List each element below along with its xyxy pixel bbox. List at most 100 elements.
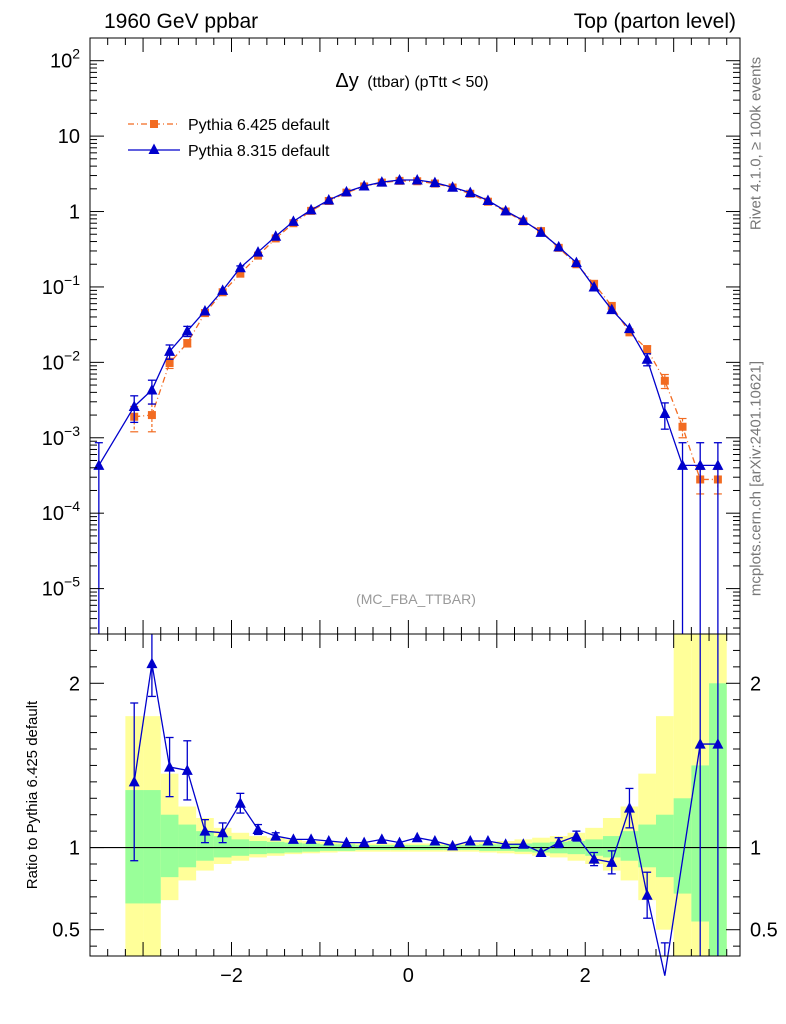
marker-pythia8 [570, 256, 582, 268]
ratio-marker [411, 831, 423, 843]
ratio-marker [217, 826, 229, 838]
band-inner-bin [638, 824, 656, 868]
y-tick-label-base: 10 [42, 579, 64, 601]
y-tick-label-base: 10 [50, 51, 72, 73]
marker-pythia8 [128, 400, 140, 411]
legend-label-pythia6: Pythia 6.425 default [188, 117, 330, 134]
ratio-ylabel: Ratio to Pythia 6.425 default [24, 700, 41, 889]
marker-pythia8 [394, 173, 406, 185]
ratio-marker [164, 761, 176, 772]
y-tick-label-exponent: −2 [64, 347, 80, 363]
ratio-y-tick-label-right: 0.5 [750, 920, 778, 942]
marker-pythia8 [146, 383, 158, 395]
band-inner-bin [196, 831, 214, 861]
marker-pythia8 [429, 176, 441, 188]
marker-pythia8 [677, 459, 689, 470]
band-outer-bin [673, 634, 692, 956]
ratio-y-tick-label: 2 [69, 673, 80, 695]
marker-pythia6 [183, 339, 192, 348]
y-tick-label-base: 10 [42, 428, 64, 450]
y-tick-label-base: 10 [42, 503, 64, 525]
y-tick-label: 10−3 [42, 423, 80, 450]
ratio-y-tick-label-right: 1 [750, 838, 761, 860]
marker-pythia8 [164, 345, 176, 356]
mcplots-label: mcplots.cern.ch [arXiv:2401.10621] [747, 360, 765, 597]
ratio-marker [128, 775, 140, 787]
ratio-axes: 0.5 0.5 1 1 2 2 −2 0 2 [52, 634, 778, 987]
marker-pythia8 [358, 180, 370, 191]
marker-pythia8 [464, 186, 476, 198]
ratio-marker [234, 797, 246, 808]
y-tick-label-exponent: −4 [64, 498, 80, 514]
analysis-watermark: (MC_FBA_TTBAR) [356, 591, 476, 607]
y-tick-label: 10−4 [42, 498, 80, 525]
marker-pythia8 [659, 407, 671, 418]
ratio-marker [712, 738, 724, 749]
ratio-marker [199, 825, 211, 836]
marker-pythia8 [270, 230, 282, 241]
ratio-marks [90, 634, 740, 976]
marker-pythia8 [641, 353, 653, 364]
marker-pythia8 [323, 194, 335, 205]
ratio-marker [606, 856, 618, 867]
marker-pythia6 [678, 422, 687, 431]
marker-pythia8 [252, 246, 264, 257]
marker-pythia8 [588, 280, 600, 292]
chart-title: Δy (ttbar) (pTtt < 50) [335, 70, 488, 92]
marker-pythia8 [482, 194, 494, 206]
ratio-marker [358, 836, 370, 848]
marker-pythia8 [606, 303, 618, 315]
marker-pythia8 [340, 185, 352, 197]
y-tick-label: 102 [50, 46, 80, 73]
marker-pythia8 [447, 181, 459, 192]
ratio-marker [588, 853, 600, 864]
header-left: 1960 GeV ppbar [104, 10, 258, 33]
marker-pythia8 [305, 203, 317, 215]
band-inner-bin [213, 836, 232, 858]
ratio-marker [694, 738, 706, 749]
header-right: Top (parton level) [574, 10, 736, 33]
ratio-marker [641, 889, 653, 900]
band-inner-bin [602, 836, 621, 858]
ratio-marker [535, 846, 547, 857]
marker-pythia6 [236, 269, 245, 278]
ratio-marker [500, 838, 512, 849]
ratio-frame [89, 633, 741, 957]
band-inner-bin [673, 798, 692, 894]
band-inner-bin [620, 831, 639, 861]
ratio-marker [146, 657, 158, 669]
ratio-panel: 0.5 0.5 1 1 2 2 −2 0 2 Ratio to Pythia 6.425 def… [24, 633, 778, 987]
ratio-marker [570, 830, 582, 841]
marker-pythia8 [181, 325, 193, 336]
marker-pythia6 [147, 411, 156, 420]
ratio-marker [340, 836, 352, 848]
ratio-marker [252, 823, 264, 834]
ratio-marker [323, 835, 335, 846]
marker-pythia8 [694, 459, 706, 470]
band-inner-bin [178, 824, 197, 868]
marker-pythia8 [553, 240, 565, 252]
y-tick-label-base: 10 [58, 126, 80, 148]
marker-pythia8 [376, 176, 388, 187]
series-line-pythia6 [134, 180, 718, 481]
y-tick-label: 1 [69, 202, 80, 224]
y-tick-label: 10−5 [42, 574, 80, 601]
band-inner-bin [655, 814, 674, 878]
ratio-marker [376, 833, 388, 844]
x-tick-label: 2 [580, 965, 591, 987]
ratio-marker [287, 833, 299, 844]
x-tick-label: 0 [403, 965, 414, 987]
marker-pythia8 [234, 261, 246, 273]
legend-marker-pythia8 [148, 143, 160, 154]
ratio-y-tick-label: 1 [69, 838, 80, 860]
marker-pythia8 [712, 459, 724, 470]
ratio-marker [447, 839, 459, 851]
y-tick-label-base: 1 [69, 202, 80, 224]
x-tick-label: −2 [220, 965, 243, 987]
marker-pythia6 [643, 345, 652, 354]
marker-pythia8 [623, 322, 635, 334]
y-tick-label-exponent: −5 [64, 574, 80, 590]
y-tick-label-base: 10 [42, 277, 64, 299]
